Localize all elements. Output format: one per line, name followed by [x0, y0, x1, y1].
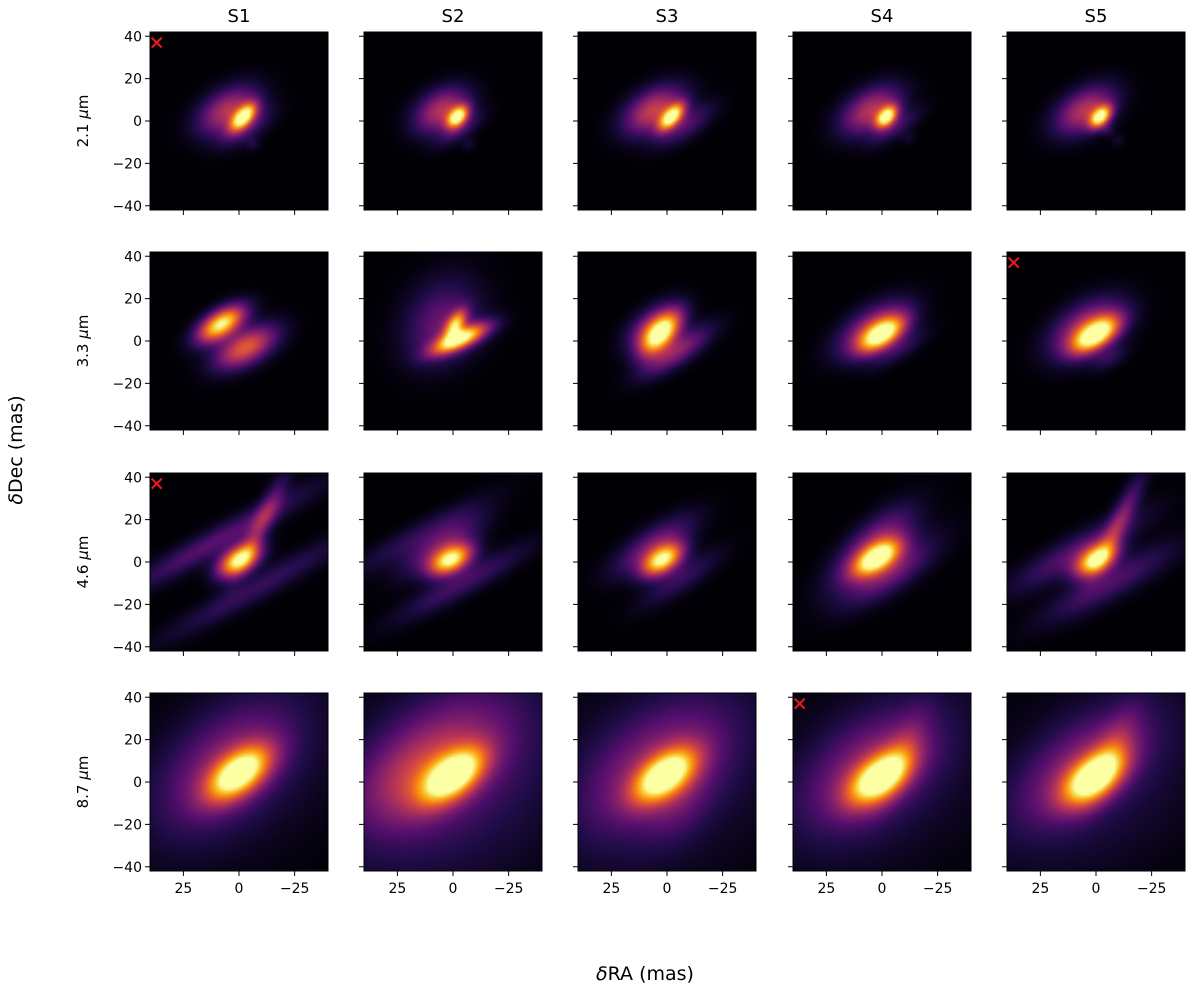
- row-label-3: 4.6 μm: [74, 536, 92, 589]
- y-tick-label: −20: [112, 817, 142, 833]
- row-label-4: 8.7 μm: [74, 756, 92, 809]
- intensity-image: [1007, 693, 1185, 871]
- x-tick-label: 0: [878, 881, 887, 897]
- x-tick-label: 25: [817, 881, 835, 897]
- column-title-s1: S1: [228, 6, 251, 27]
- panels-layer: 40 20 0 −20 −40 40 20 0 −20 −40 40 20 0 −20 −40 40 20 0 −2…: [74, 6, 1186, 897]
- panel-r2-c1: 40 20 0 −20 −40: [112, 249, 329, 435]
- row-label-1: 2.1 μm: [74, 95, 92, 148]
- x-tick-label: 0: [235, 881, 244, 897]
- panel-r4-c3: 25 0 −25: [573, 692, 757, 897]
- reference-marker: [1007, 256, 1020, 269]
- y-axis-label: δDec (mas): [5, 395, 27, 504]
- x-tick-label: 0: [663, 881, 672, 897]
- x-tick-label: 25: [1031, 881, 1049, 897]
- x-tick-label: 0: [449, 881, 458, 897]
- reference-marker: [793, 697, 806, 710]
- y-tick-label: 0: [133, 555, 142, 571]
- x-axis-label: δRA (mas): [596, 963, 694, 985]
- panel-r1-c3: [573, 31, 757, 215]
- x-tick-label: −25: [708, 881, 738, 897]
- intensity-image: [364, 32, 542, 210]
- panel-r1-c1: 40 20 0 −20 −40: [112, 29, 329, 215]
- intensity-image: [1007, 32, 1185, 210]
- intensity-image: [793, 693, 971, 871]
- intensity-image: [578, 473, 756, 651]
- panel-r2-c3: [573, 251, 757, 435]
- panel-r3-c2: [359, 472, 543, 656]
- x-tick-label: 25: [388, 881, 406, 897]
- panel-r1-c2: [359, 31, 543, 215]
- y-tick-label: 20: [124, 513, 142, 529]
- y-tick-label: 0: [133, 775, 142, 791]
- panel-r2-c5: [1002, 251, 1186, 435]
- y-tick-label: −20: [112, 376, 142, 392]
- reference-marker: [150, 36, 163, 49]
- column-title-s5: S5: [1085, 6, 1108, 27]
- intensity-image: [793, 32, 971, 210]
- y-tick-label: 20: [124, 733, 142, 749]
- intensity-image: [150, 32, 328, 210]
- panel-r1-c4: [788, 31, 972, 215]
- intensity-image: [150, 693, 328, 871]
- y-tick-label: 40: [124, 470, 142, 486]
- y-tick-label: 0: [133, 334, 142, 350]
- panel-r4-c4: 25 0 −25: [788, 692, 972, 897]
- panel-r4-c1: 40 20 0 −20 −40 25 0 −25: [112, 690, 329, 897]
- y-tick-label: 40: [124, 249, 142, 265]
- y-tick-label: −20: [112, 156, 142, 172]
- reference-marker: [150, 477, 163, 490]
- y-tick-label: 20: [124, 292, 142, 308]
- y-tick-label: −40: [112, 419, 142, 435]
- intensity-image: [150, 473, 328, 651]
- panel-r2-c2: [359, 251, 543, 435]
- y-tick-label: −20: [112, 597, 142, 613]
- x-tick-label: 25: [602, 881, 620, 897]
- intensity-image: [578, 693, 756, 871]
- panel-r3-c5: [1002, 472, 1186, 656]
- x-tick-label: −25: [923, 881, 953, 897]
- intensity-image: [793, 473, 971, 651]
- column-title-s3: S3: [656, 6, 679, 27]
- y-tick-label: −40: [112, 199, 142, 215]
- intensity-image: [793, 252, 971, 430]
- intensity-image: [578, 32, 756, 210]
- y-tick-label: 40: [124, 29, 142, 45]
- panel-r4-c5: 25 0 −25: [1002, 692, 1186, 897]
- row-label-2: 3.3 μm: [74, 315, 92, 368]
- y-tick-label: 20: [124, 72, 142, 88]
- intensity-image: [578, 252, 756, 430]
- y-tick-label: 0: [133, 114, 142, 130]
- y-tick-label: 40: [124, 690, 142, 706]
- x-tick-label: −25: [1137, 881, 1167, 897]
- panel-r3-c3: [573, 472, 757, 656]
- x-tick-label: −25: [280, 881, 310, 897]
- panel-r4-c2: 25 0 −25: [359, 692, 543, 897]
- column-title-s4: S4: [871, 6, 894, 27]
- intensity-image: [364, 252, 542, 430]
- column-title-s2: S2: [442, 6, 465, 27]
- y-tick-label: −40: [112, 860, 142, 876]
- panel-r1-c5: [1002, 31, 1186, 215]
- intensity-image: [1007, 473, 1185, 651]
- intensity-image: [150, 252, 328, 430]
- x-tick-label: 0: [1092, 881, 1101, 897]
- panel-r3-c4: [788, 472, 972, 656]
- intensity-image: [1007, 252, 1185, 430]
- x-tick-label: 25: [174, 881, 192, 897]
- intensity-image: [364, 473, 542, 651]
- panel-r3-c1: 40 20 0 −20 −40: [112, 470, 329, 656]
- intensity-image: [364, 693, 542, 871]
- y-tick-label: −40: [112, 640, 142, 656]
- x-tick-label: −25: [494, 881, 524, 897]
- panel-r2-c4: [788, 251, 972, 435]
